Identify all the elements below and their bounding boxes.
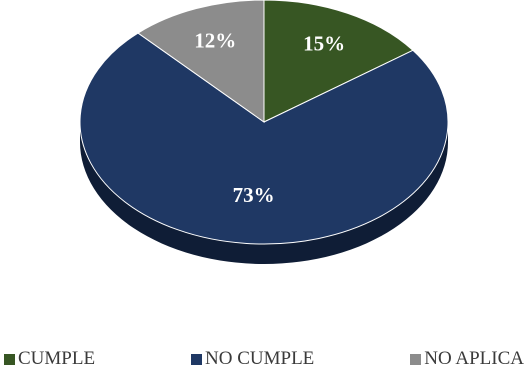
legend-label-cumple: CUMPLE: [18, 348, 96, 369]
slice-side-no-cumple: [80, 122, 448, 264]
legend-item-no-cumple: NO CUMPLE: [191, 348, 314, 370]
legend-item-no-aplica: NO APLICA: [410, 348, 524, 370]
legend-label-no-aplica: NO APLICA: [424, 348, 524, 369]
legend-swatch-no-aplica: [410, 353, 422, 365]
slice-label-no-cumple: 73%: [233, 183, 275, 207]
legend: CUMPLE NO CUMPLE NO APLICA: [4, 348, 524, 370]
legend-swatch-cumple: [4, 353, 15, 365]
legend-swatch-no-cumple: [191, 353, 203, 365]
slice-no-aplica: [137, 0, 265, 123]
slice-no-cumple: [79, 32, 449, 245]
legend-label-no-cumple: NO CUMPLE: [205, 348, 315, 369]
slice-cumple: [263, 0, 414, 123]
slice-label-cumple: 15%: [303, 32, 345, 56]
slice-label-no-aplica: 12%: [194, 28, 236, 52]
legend-item-cumple: CUMPLE: [4, 348, 95, 370]
